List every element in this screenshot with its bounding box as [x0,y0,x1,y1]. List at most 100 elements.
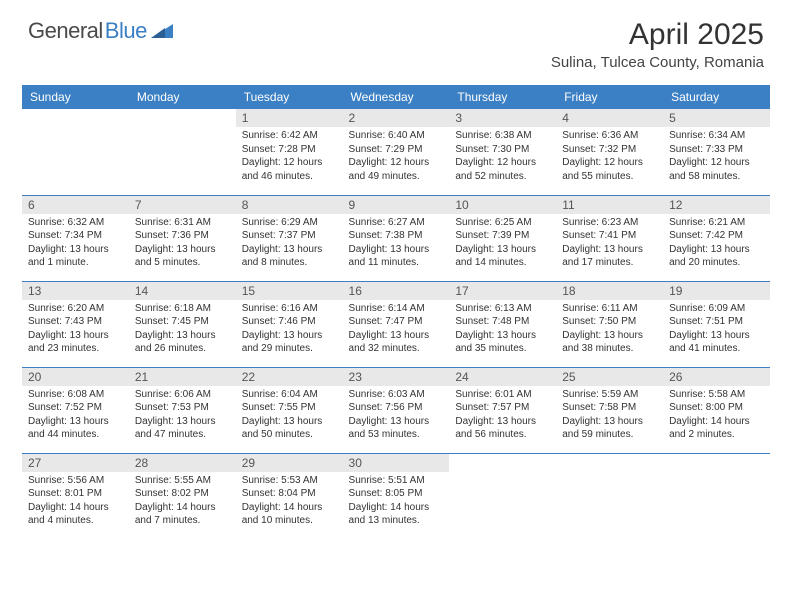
calendar-day-cell: 30Sunrise: 5:51 AMSunset: 8:05 PMDayligh… [343,453,450,539]
day-body: Sunrise: 6:29 AMSunset: 7:37 PMDaylight:… [236,214,343,274]
day-number: 19 [663,282,770,300]
sunset-text: Sunset: 7:38 PM [349,229,444,243]
day-header: Sunday [22,85,129,109]
day-body: Sunrise: 6:23 AMSunset: 7:41 PMDaylight:… [556,214,663,274]
sunset-text: Sunset: 7:56 PM [349,401,444,415]
sunrise-text: Sunrise: 6:04 AM [242,388,337,402]
day-body: Sunrise: 6:42 AMSunset: 7:28 PMDaylight:… [236,127,343,187]
daylight-text: Daylight: 14 hours and 13 minutes. [349,501,444,528]
sunset-text: Sunset: 8:01 PM [28,487,123,501]
sunset-text: Sunset: 8:04 PM [242,487,337,501]
day-number: 2 [343,109,450,127]
day-body: Sunrise: 6:14 AMSunset: 7:47 PMDaylight:… [343,300,450,360]
daylight-text: Daylight: 14 hours and 4 minutes. [28,501,123,528]
day-body: Sunrise: 6:04 AMSunset: 7:55 PMDaylight:… [236,386,343,446]
calendar-table: Sunday Monday Tuesday Wednesday Thursday… [22,85,770,539]
sunrise-text: Sunrise: 6:14 AM [349,302,444,316]
sunrise-text: Sunrise: 6:16 AM [242,302,337,316]
sunrise-text: Sunrise: 6:03 AM [349,388,444,402]
calendar-day-cell: 11Sunrise: 6:23 AMSunset: 7:41 PMDayligh… [556,195,663,281]
sunrise-text: Sunrise: 6:36 AM [562,129,657,143]
calendar-day-cell [449,453,556,539]
daylight-text: Daylight: 14 hours and 10 minutes. [242,501,337,528]
day-number: 5 [663,109,770,127]
sunrise-text: Sunrise: 6:11 AM [562,302,657,316]
calendar-day-cell [129,109,236,195]
day-body: Sunrise: 6:08 AMSunset: 7:52 PMDaylight:… [22,386,129,446]
day-number: 10 [449,196,556,214]
day-number: 29 [236,454,343,472]
day-number: 12 [663,196,770,214]
calendar-day-cell: 18Sunrise: 6:11 AMSunset: 7:50 PMDayligh… [556,281,663,367]
calendar-day-cell: 23Sunrise: 6:03 AMSunset: 7:56 PMDayligh… [343,367,450,453]
daylight-text: Daylight: 13 hours and 50 minutes. [242,415,337,442]
daylight-text: Daylight: 13 hours and 1 minute. [28,243,123,270]
day-number: 6 [22,196,129,214]
daylight-text: Daylight: 12 hours and 52 minutes. [455,156,550,183]
day-body: Sunrise: 6:18 AMSunset: 7:45 PMDaylight:… [129,300,236,360]
day-header: Tuesday [236,85,343,109]
calendar-day-cell: 10Sunrise: 6:25 AMSunset: 7:39 PMDayligh… [449,195,556,281]
sunset-text: Sunset: 7:58 PM [562,401,657,415]
daylight-text: Daylight: 13 hours and 47 minutes. [135,415,230,442]
calendar-day-cell [556,453,663,539]
sunset-text: Sunset: 7:33 PM [669,143,764,157]
daylight-text: Daylight: 13 hours and 41 minutes. [669,329,764,356]
sunset-text: Sunset: 7:30 PM [455,143,550,157]
day-body: Sunrise: 6:38 AMSunset: 7:30 PMDaylight:… [449,127,556,187]
calendar-day-cell [663,453,770,539]
logo-text-1: General [28,18,103,44]
sunrise-text: Sunrise: 6:13 AM [455,302,550,316]
day-body: Sunrise: 5:55 AMSunset: 8:02 PMDaylight:… [129,472,236,532]
location-label: Sulina, Tulcea County, Romania [551,54,764,71]
day-body: Sunrise: 6:20 AMSunset: 7:43 PMDaylight:… [22,300,129,360]
sunrise-text: Sunrise: 5:56 AM [28,474,123,488]
day-number: 8 [236,196,343,214]
day-body: Sunrise: 6:40 AMSunset: 7:29 PMDaylight:… [343,127,450,187]
sunset-text: Sunset: 7:52 PM [28,401,123,415]
calendar-day-cell: 25Sunrise: 5:59 AMSunset: 7:58 PMDayligh… [556,367,663,453]
calendar-day-cell: 22Sunrise: 6:04 AMSunset: 7:55 PMDayligh… [236,367,343,453]
day-number: 15 [236,282,343,300]
day-body: Sunrise: 5:58 AMSunset: 8:00 PMDaylight:… [663,386,770,446]
day-number: 27 [22,454,129,472]
calendar-day-cell: 1Sunrise: 6:42 AMSunset: 7:28 PMDaylight… [236,109,343,195]
day-body: Sunrise: 6:06 AMSunset: 7:53 PMDaylight:… [129,386,236,446]
sunrise-text: Sunrise: 6:21 AM [669,216,764,230]
calendar-day-cell: 28Sunrise: 5:55 AMSunset: 8:02 PMDayligh… [129,453,236,539]
calendar-day-cell: 26Sunrise: 5:58 AMSunset: 8:00 PMDayligh… [663,367,770,453]
calendar-day-cell: 13Sunrise: 6:20 AMSunset: 7:43 PMDayligh… [22,281,129,367]
daylight-text: Daylight: 13 hours and 11 minutes. [349,243,444,270]
sunrise-text: Sunrise: 5:59 AM [562,388,657,402]
logo-text-2: Blue [105,18,147,44]
sunset-text: Sunset: 7:37 PM [242,229,337,243]
day-number: 16 [343,282,450,300]
sunset-text: Sunset: 7:53 PM [135,401,230,415]
sunrise-text: Sunrise: 6:09 AM [669,302,764,316]
daylight-text: Daylight: 13 hours and 59 minutes. [562,415,657,442]
day-number: 30 [343,454,450,472]
sunset-text: Sunset: 7:48 PM [455,315,550,329]
sunset-text: Sunset: 7:32 PM [562,143,657,157]
sunset-text: Sunset: 7:42 PM [669,229,764,243]
day-body: Sunrise: 6:03 AMSunset: 7:56 PMDaylight:… [343,386,450,446]
day-body: Sunrise: 6:32 AMSunset: 7:34 PMDaylight:… [22,214,129,274]
sunrise-text: Sunrise: 5:51 AM [349,474,444,488]
calendar-day-cell: 17Sunrise: 6:13 AMSunset: 7:48 PMDayligh… [449,281,556,367]
sunset-text: Sunset: 7:46 PM [242,315,337,329]
daylight-text: Daylight: 13 hours and 14 minutes. [455,243,550,270]
daylight-text: Daylight: 13 hours and 5 minutes. [135,243,230,270]
daylight-text: Daylight: 13 hours and 44 minutes. [28,415,123,442]
day-number: 17 [449,282,556,300]
daylight-text: Daylight: 13 hours and 26 minutes. [135,329,230,356]
day-body: Sunrise: 6:31 AMSunset: 7:36 PMDaylight:… [129,214,236,274]
calendar-day-cell: 15Sunrise: 6:16 AMSunset: 7:46 PMDayligh… [236,281,343,367]
daylight-text: Daylight: 12 hours and 49 minutes. [349,156,444,183]
day-number: 22 [236,368,343,386]
daylight-text: Daylight: 13 hours and 17 minutes. [562,243,657,270]
calendar-day-cell: 16Sunrise: 6:14 AMSunset: 7:47 PMDayligh… [343,281,450,367]
day-body: Sunrise: 6:25 AMSunset: 7:39 PMDaylight:… [449,214,556,274]
sunset-text: Sunset: 7:41 PM [562,229,657,243]
day-header: Thursday [449,85,556,109]
sunrise-text: Sunrise: 6:34 AM [669,129,764,143]
